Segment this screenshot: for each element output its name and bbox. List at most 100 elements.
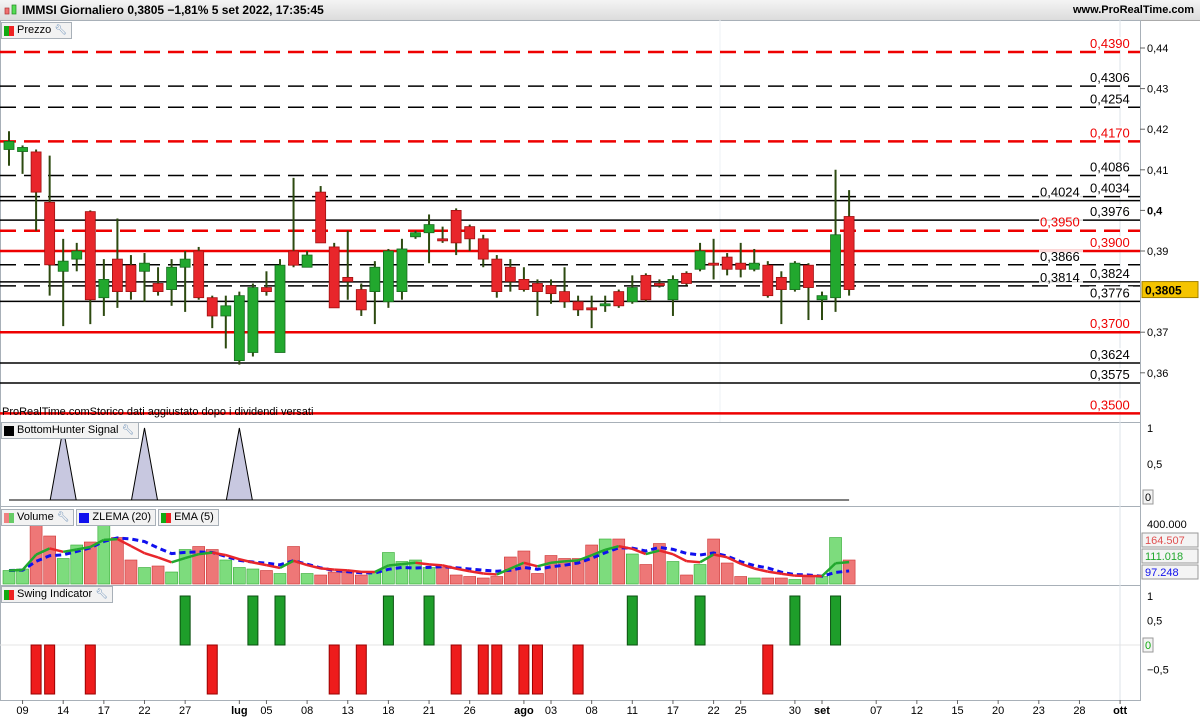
candle-down: [518, 279, 530, 290]
candle-up: [789, 262, 801, 290]
candle-up: [274, 264, 286, 353]
volume-bar: [476, 577, 490, 585]
candle-down: [735, 262, 747, 270]
candlestick-logo-icon: [4, 4, 17, 15]
volume-bar: [707, 538, 720, 585]
volume-bar: [314, 574, 327, 585]
x-tick-label: 09: [16, 705, 28, 717]
volume-bar: [273, 573, 287, 585]
swing-down-bar: [30, 644, 42, 695]
volume-bar: [449, 574, 463, 585]
wrench-icon[interactable]: 🔧︎: [95, 589, 108, 600]
ema-segment: [171, 556, 186, 564]
ema-segment: [144, 552, 159, 559]
ema-segment: [116, 537, 132, 548]
swing-label: Swing Indicator: [17, 588, 93, 600]
candle-down: [491, 258, 503, 292]
ema-segment: [483, 572, 497, 576]
panel-frame: [0, 585, 1141, 701]
swing-tick-label: −0,5: [1147, 665, 1169, 677]
ema-segment: [686, 559, 701, 564]
x-tick-label: 28: [1073, 705, 1085, 717]
price-level-label: 0,3866: [1040, 249, 1080, 264]
swing-up-bar: [382, 595, 394, 646]
volume-bar: [775, 577, 788, 585]
x-tick-label: 18: [382, 705, 394, 717]
swing-down-bar: [450, 644, 462, 695]
swing-down-bar: [572, 644, 584, 695]
swing-down-bar: [328, 644, 340, 695]
candle-down: [654, 283, 665, 286]
price-tick-label: 0,42: [1147, 124, 1168, 136]
bottomhunter-panel-tag[interactable]: BottomHunter Signal 🔧︎: [1, 422, 140, 439]
candle-up: [233, 295, 245, 362]
candle-down: [315, 191, 327, 244]
swing-up-bar: [830, 595, 842, 646]
price-tick-label: 0,43: [1147, 84, 1168, 96]
ema-segment: [293, 559, 308, 567]
volume-bar: [680, 574, 693, 585]
volume-bar: [639, 564, 653, 585]
wrench-icon[interactable]: 🔧︎: [121, 425, 135, 436]
x-tick-label: 07: [870, 705, 882, 717]
candle-down: [355, 289, 367, 311]
volume-bar: [625, 553, 639, 585]
ema-segment: [537, 561, 552, 568]
candle-down: [464, 226, 476, 240]
price-tick-label: 0,41: [1147, 165, 1168, 177]
volume-bar: [409, 559, 422, 585]
price-panel-tag[interactable]: Prezzo 🔧︎: [1, 22, 72, 39]
candle-down: [261, 287, 272, 293]
ema-segment: [35, 547, 51, 556]
zlema-tag[interactable]: ZLEMA (20): [76, 509, 157, 526]
candle-up: [71, 250, 83, 260]
volume-bar: [70, 544, 84, 585]
candle-down: [206, 297, 218, 317]
ema-tag[interactable]: EMA (5): [158, 509, 219, 526]
price-level-label: 0,3500: [1090, 397, 1130, 412]
candle-up: [410, 232, 421, 238]
site-link[interactable]: www.ProRealTime.com: [1072, 4, 1194, 16]
x-tick-label: ago: [514, 705, 534, 717]
volume-bar: [84, 541, 97, 585]
volume-bar: [422, 567, 436, 585]
swing-last-box: [1142, 637, 1154, 653]
candle-down: [545, 285, 557, 295]
volume-bar: [653, 543, 666, 585]
candle-down: [328, 246, 340, 309]
volume-bar: [111, 537, 124, 585]
candle-up: [139, 262, 150, 272]
volume-bar: [300, 573, 314, 585]
wrench-icon[interactable]: 🔧︎: [54, 25, 67, 36]
price-level-label-bg: [1089, 92, 1133, 106]
volume-bar: [734, 576, 748, 585]
candle-down: [125, 264, 137, 292]
swing-panel-tag[interactable]: Swing Indicator 🔧︎: [1, 586, 113, 603]
price-level-label-bg: [1089, 317, 1133, 331]
price-level-label-bg: [1039, 270, 1083, 284]
x-tick-label: 22: [138, 705, 150, 717]
swing-tick-label: 1: [1147, 591, 1153, 603]
volume-bar: [788, 579, 802, 585]
price-level-label: 0,4306: [1090, 70, 1130, 85]
volume-bar: [43, 535, 56, 585]
black-swatch-icon: [4, 425, 14, 436]
candle-up: [694, 250, 706, 270]
swing-swatch-icon: [4, 589, 14, 600]
price-tick-label: 0,37: [1147, 327, 1168, 339]
wrench-icon[interactable]: 🔧︎: [56, 512, 70, 523]
ema-segment: [509, 561, 525, 570]
swing-tick-label: 0,5: [1147, 616, 1162, 628]
candle-up: [166, 266, 178, 290]
ema-value-label: 111.018: [1145, 551, 1183, 563]
volume-bar: [138, 567, 151, 585]
volume-bar: [666, 561, 680, 585]
ema-segment: [239, 558, 254, 564]
volume-tick-label: 400.000: [1147, 519, 1187, 531]
volume-panel-tag[interactable]: Volume 🔧︎: [1, 509, 75, 526]
x-tick-label: 12: [911, 705, 923, 717]
x-tick-label: 08: [586, 705, 598, 717]
x-tick-label: 13: [342, 705, 354, 717]
candle-up: [179, 258, 191, 268]
